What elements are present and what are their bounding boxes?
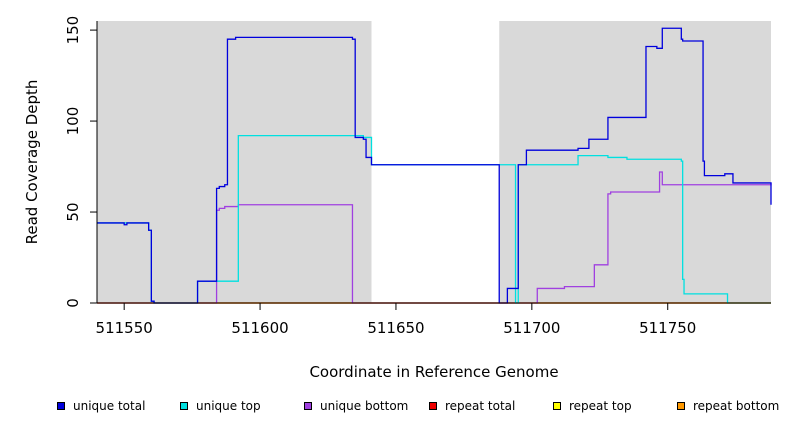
x-tick-label: 511650: [367, 319, 424, 337]
series-line-unique-bottom: [97, 171, 772, 304]
shaded-region-1: [97, 21, 372, 303]
y-axis-label: Read Coverage Depth: [23, 80, 41, 245]
legend-swatch: [304, 402, 312, 410]
x-tick-label: 511600: [231, 319, 288, 337]
shaded-regions: [97, 21, 771, 303]
x-tick-label: 511700: [503, 319, 560, 337]
legend-swatch: [180, 402, 188, 410]
y-tick-label: 100: [64, 107, 82, 136]
legend-item: unique top: [180, 399, 261, 413]
legend-label: repeat top: [569, 399, 632, 413]
y-tick-label: 0: [64, 298, 82, 308]
legend-label: unique bottom: [320, 399, 409, 413]
legend-label: unique top: [196, 399, 261, 413]
legend-label: repeat total: [445, 399, 516, 413]
y-tick-label: 50: [64, 202, 82, 221]
legend-item: repeat bottom: [677, 399, 779, 413]
y-tick-label: 150: [64, 16, 82, 45]
x-tick-label: 511550: [96, 319, 153, 337]
x-axis-label: Coordinate in Reference Genome: [309, 363, 558, 381]
x-tick-label: 511750: [639, 319, 696, 337]
legend-label: repeat bottom: [693, 399, 780, 413]
legend-swatch: [677, 402, 685, 410]
legend-item: unique total: [57, 399, 145, 413]
legend-swatch: [553, 402, 561, 410]
legend-item: repeat total: [429, 399, 515, 413]
legend-label: unique total: [73, 399, 146, 413]
legend: unique total unique top unique bottom repea…: [0, 399, 792, 419]
legend-swatch: [57, 402, 65, 410]
legend-swatch: [429, 402, 437, 410]
shaded-region-2: [499, 21, 771, 303]
legend-item: unique bottom: [304, 399, 408, 413]
axes: 511550 511600 511650 511700 511750 0 50 100 150: [64, 16, 771, 337]
legend-item: repeat top: [553, 399, 632, 413]
